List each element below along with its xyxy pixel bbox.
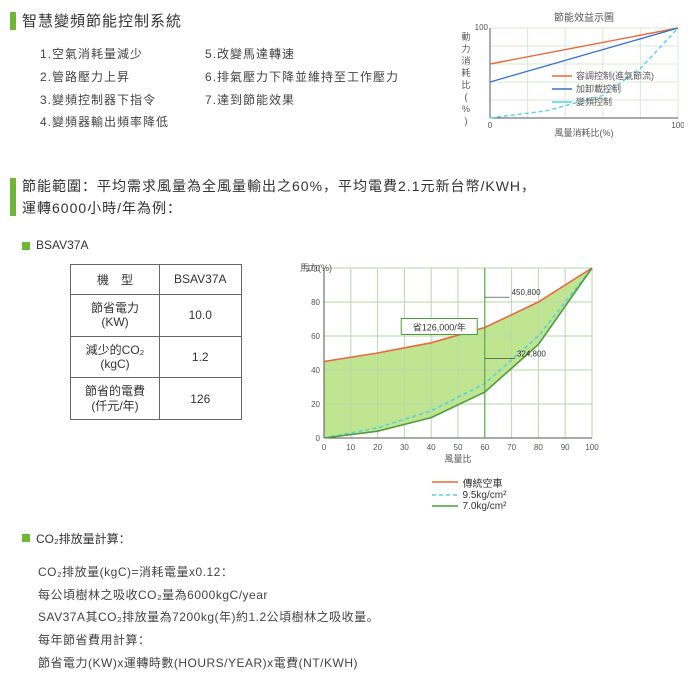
model-header: BSAV37A [22,238,690,252]
step-item: 3.變頻控制器下指令 [40,89,169,112]
svg-text:20: 20 [311,400,320,409]
step-item: 7.達到節能效果 [205,89,399,112]
main-title-row: 智慧變頻節能控制系統 [10,10,399,31]
svg-text:加卸載控制: 加卸載控制 [576,83,621,94]
calc-line: SAV37A其CO₂排放量為7200kg(年)約1.2公頃樹林之吸收量。 [38,606,690,629]
svg-text:風量比: 風量比 [444,453,471,464]
calc-header: CO₂排放量計算： [22,530,690,547]
step-item: 6.排氣壓力下降並維持至工作壓力 [205,66,399,89]
section2-line-a: 節能範圍：平均需求風量為全風量輸出之60%，平均電費2.1元新台幣/KWH， [22,175,536,197]
svg-text:馬力(%): 馬力(%) [300,262,332,273]
svg-text:省126,000/年: 省126,000/年 [412,321,465,332]
svg-text:消: 消 [461,55,470,66]
svg-text:100: 100 [585,443,599,452]
svg-text:耗: 耗 [461,68,470,78]
calc-body: CO₂排放量(kgC)=消耗電量x0.12：每公頃樹林之吸收CO₂量為6000k… [38,561,690,675]
svg-text:324,800: 324,800 [516,349,545,358]
square-icon [22,242,30,250]
svg-text:100: 100 [671,121,684,130]
svg-text:動: 動 [461,32,470,42]
calc-line: CO₂排放量(kgC)=消耗電量x0.12： [38,561,690,584]
svg-text:%: % [462,104,470,114]
svg-text:40: 40 [426,443,435,452]
svg-text:0: 0 [488,121,493,130]
svg-text:20: 20 [373,443,382,452]
svg-text:80: 80 [533,443,542,452]
step-item: 4.變頻器輸出頻率降低 [40,111,169,134]
svg-text:變頻控制: 變頻控制 [576,96,612,107]
svg-text:比: 比 [461,79,470,90]
green-bar-icon [10,178,16,216]
svg-text:0: 0 [321,443,326,452]
svg-text:450,800: 450,800 [511,288,540,297]
svg-text:60: 60 [311,332,320,341]
section2-line-b: 運轉6000小時/年為例： [22,197,536,219]
steps-block: 1.空氣消耗量減少2.管路壓力上昇3.變頻控制器下指令4.變頻器輸出頻率降低 5… [40,43,399,134]
svg-text:(: ( [465,92,468,102]
calc-line: 節省電力(KW)x運轉時數(HOURS/YEAR)x電費(NT/KWH) [38,652,690,675]
svg-text:40: 40 [311,366,320,375]
svg-text:60: 60 [480,443,489,452]
svg-text:10: 10 [346,443,355,452]
green-bar-icon [10,12,16,30]
svg-text:力: 力 [461,43,470,54]
step-item: 5.改變馬達轉速 [205,43,399,66]
legend-item: 傳統空車 [432,475,612,490]
svg-text:80: 80 [311,298,320,307]
mini-chart: 節能效益示圖 100 0 100 風量消耗比(%) 動力消耗比 (%) 容調控制(進氣節流) 加… [454,10,684,153]
step-item: 1.空氣消耗量減少 [40,43,169,66]
svg-text:30: 30 [399,443,408,452]
calc-line: 每公頃樹林之吸收CO₂量為6000kgC/year [38,584,690,607]
svg-text:0: 0 [315,434,320,443]
calc-title: CO₂排放量計算： [36,530,131,547]
spec-table: 機 型BSAV37A節省電力(KW)10.0減少的CO₂(kgC)1.2節省的電… [70,264,242,420]
svg-text:50: 50 [453,443,462,452]
calc-line: 每年節省費用計算： [38,629,690,652]
model-label: BSAV37A [36,238,88,252]
step-item: 2.管路壓力上昇 [40,66,169,89]
svg-text:90: 90 [560,443,569,452]
big-chart: 0102030405060708090100020406080100馬力(%)風… [282,258,612,512]
svg-text:70: 70 [507,443,516,452]
svg-text:節能效益示圖: 節能效益示圖 [554,11,614,24]
svg-text:100: 100 [475,23,489,32]
legend-item: 7.0kg/cm² [432,501,612,512]
section2-header: 節能範圍：平均需求風量為全風量輸出之60%，平均電費2.1元新台幣/KWH， 運… [10,175,690,220]
svg-text:風量消耗比(%): 風量消耗比(%) [555,127,614,138]
square-icon [22,534,30,542]
svg-text:容調控制(進氣節流): 容調控制(進氣節流) [576,70,654,81]
svg-text:): ) [465,116,468,126]
main-title: 智慧變頻節能控制系統 [22,10,182,31]
legend-item: 9.5kg/cm² [432,490,612,501]
